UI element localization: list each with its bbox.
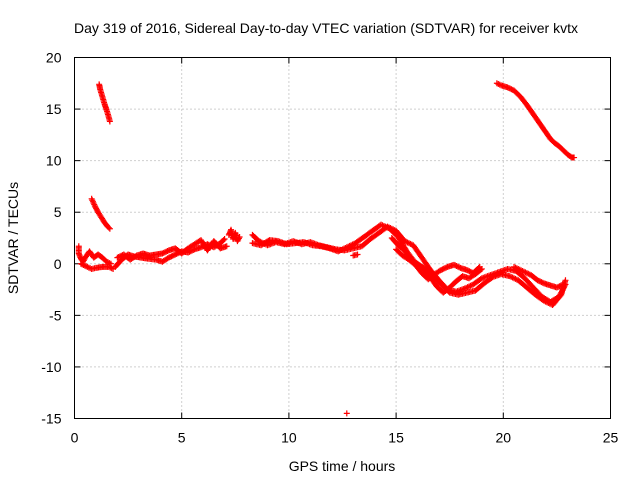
y-tick-label: 5	[54, 204, 62, 220]
data-point	[475, 264, 482, 271]
data-point	[476, 263, 483, 270]
y-tick-label: 10	[46, 153, 62, 169]
data-point	[223, 243, 230, 250]
data-point	[488, 275, 495, 282]
series-arc-13	[493, 80, 578, 161]
series-arc-1	[77, 260, 117, 272]
data-point	[560, 281, 567, 288]
data-point	[105, 224, 112, 231]
series-arc-5	[114, 237, 230, 263]
data-point	[107, 264, 114, 271]
data-point	[107, 260, 114, 267]
series-arc-12	[350, 251, 361, 259]
x-tick-label: 20	[496, 430, 512, 446]
data-point	[83, 263, 90, 270]
series-arc-6	[225, 226, 243, 245]
y-tick-label: -5	[49, 307, 62, 323]
x-axis-title: GPS time / hours	[289, 458, 396, 474]
series-outlier	[343, 410, 350, 417]
x-tick-label: 5	[178, 430, 186, 446]
series-arc-0	[75, 243, 114, 267]
data-point	[354, 251, 361, 258]
x-tick-label: 15	[388, 430, 404, 446]
data-point	[236, 233, 243, 240]
x-tick-labels: 0 5 10 15 20 25	[71, 430, 619, 446]
x-tick-label: 25	[603, 430, 619, 446]
axis-ticks	[74, 57, 611, 419]
y-tick-labels: -15 -10 -5 0 5 10 15 20	[41, 50, 61, 427]
chart-title: Day 319 of 2016, Sidereal Day-to-day VTE…	[74, 20, 578, 36]
y-tick-label: 20	[46, 50, 62, 66]
y-tick-label: 0	[54, 256, 62, 272]
y-tick-label: -15	[41, 411, 61, 427]
plot-frame	[74, 57, 611, 419]
x-tick-label: 10	[281, 430, 297, 446]
y-axis-title: SDTVAR / TECUs	[5, 182, 21, 294]
series-arc-8	[249, 221, 569, 309]
data-point	[343, 410, 350, 417]
data-point	[106, 118, 113, 125]
data-point	[562, 277, 569, 284]
series-arc-2	[88, 195, 113, 232]
series-arc-11	[511, 263, 567, 291]
data-point	[235, 235, 242, 242]
series-arc-7	[249, 223, 569, 305]
data-point	[220, 237, 227, 244]
series-arc-3	[96, 81, 113, 125]
data-point	[221, 236, 228, 243]
grid-lines	[74, 57, 611, 419]
data-point	[559, 282, 566, 289]
y-tick-label: 15	[46, 101, 62, 117]
data-point	[571, 154, 578, 161]
series-arc-10	[393, 246, 483, 283]
x-tick-label: 0	[71, 430, 79, 446]
y-tick-label: -10	[41, 359, 61, 375]
data-point	[106, 225, 113, 232]
data-points	[75, 80, 578, 417]
